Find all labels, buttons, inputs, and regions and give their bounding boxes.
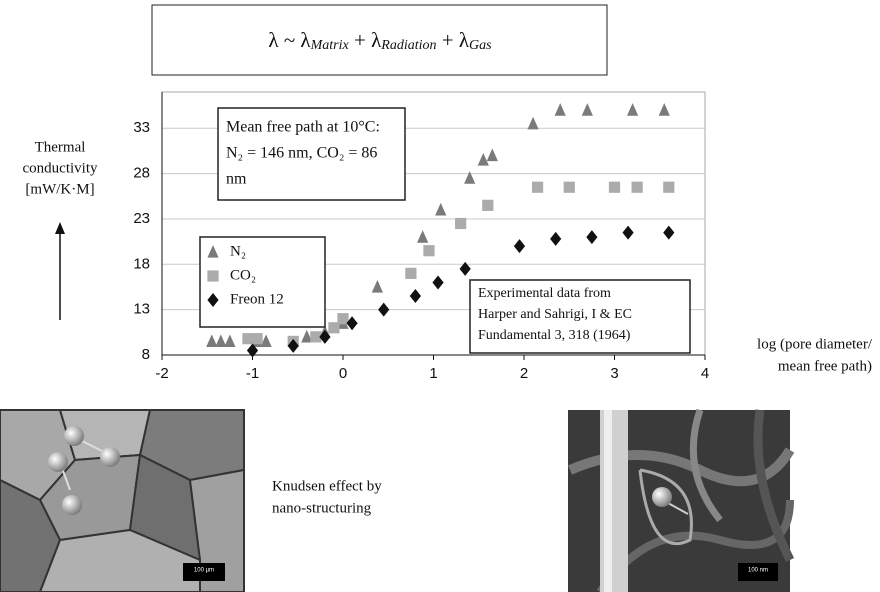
annotation-text: Mean free path at 10°C: <box>226 119 380 136</box>
x-tick-label: 3 <box>610 365 618 382</box>
marker <box>417 230 428 243</box>
x-tick-label: 1 <box>429 365 437 382</box>
figure: λ ~ λMatrix + λRadiation + λGas 100 µm <box>0 0 880 592</box>
annotation-text: Harper and Sahrigi, I & EC <box>478 307 632 322</box>
marker <box>423 245 434 256</box>
marker <box>487 148 498 161</box>
legend-label: N₂ <box>230 243 246 259</box>
caption: Knudsen effect by <box>272 478 382 494</box>
marker <box>663 226 674 240</box>
photo-right: 100 nm <box>568 410 790 592</box>
y-tick-label: 28 <box>133 165 150 182</box>
x-tick-label: -1 <box>246 365 259 382</box>
caption: nano-structuring <box>272 500 372 516</box>
marker <box>514 239 525 253</box>
marker <box>586 230 597 244</box>
formula-part: λ ~ λ <box>268 28 311 52</box>
legend-marker <box>207 270 218 281</box>
formula-part: + λ <box>437 28 470 52</box>
y-axis-label: Thermal <box>35 139 86 155</box>
x-tick-label: 4 <box>701 365 709 382</box>
marker <box>609 182 620 193</box>
x-tick-label: 0 <box>339 365 347 382</box>
annotation-text: N₂ = 146 nm, CO₂ = 86 <box>226 145 377 162</box>
marker <box>627 103 638 116</box>
annotation-text: Experimental data from <box>478 286 611 301</box>
marker <box>659 103 670 116</box>
y-tick-label: 13 <box>133 301 150 318</box>
photo-left: 100 µm <box>0 410 244 592</box>
marker <box>527 117 538 130</box>
marker <box>378 303 389 317</box>
marker <box>464 171 475 184</box>
formula-part: + λ <box>349 28 382 52</box>
marker <box>435 203 446 216</box>
x-axis-label: log (pore diameter/ <box>757 336 873 352</box>
marker <box>582 103 593 116</box>
marker <box>622 226 633 240</box>
marker <box>564 182 575 193</box>
legend-box <box>200 237 325 327</box>
y-tick-label: 18 <box>133 255 150 272</box>
y-tick-label: 8 <box>142 346 150 363</box>
scale-label: 100 µm <box>194 568 214 574</box>
formula-subscript: Matrix <box>310 38 350 53</box>
marker <box>251 333 262 344</box>
x-tick-label: -2 <box>155 365 168 382</box>
formula-subscript: Radiation <box>380 38 436 53</box>
formula-subscript: Gas <box>469 38 492 53</box>
marker <box>410 289 421 303</box>
marker <box>482 200 493 211</box>
marker <box>405 268 416 279</box>
annotation-text: Fundamental 3, 318 (1964) <box>478 328 631 343</box>
marker <box>432 275 443 289</box>
marker <box>632 182 643 193</box>
y-tick-label: 33 <box>133 119 150 136</box>
marker <box>550 232 561 246</box>
marker <box>555 103 566 116</box>
y-arrow-head <box>55 222 65 234</box>
marker <box>372 280 383 293</box>
y-axis-label: conductivity <box>23 160 98 176</box>
y-tick-label: 23 <box>133 210 150 227</box>
marker <box>478 153 489 166</box>
scale-label: 100 nm <box>748 568 768 574</box>
marker <box>224 334 235 347</box>
marker <box>206 334 217 347</box>
y-axis-label: [mW/K·M] <box>25 181 94 197</box>
legend-label: Freon 12 <box>230 291 284 307</box>
legend-label: CO₂ <box>230 267 256 283</box>
x-axis-label: mean free path) <box>778 358 872 374</box>
formula: λ ~ λMatrix + λRadiation + λGas <box>268 28 492 54</box>
marker <box>215 334 226 347</box>
marker <box>337 313 348 324</box>
x-tick-label: 2 <box>520 365 528 382</box>
marker <box>455 218 466 229</box>
marker <box>663 182 674 193</box>
marker <box>532 182 543 193</box>
annotation-text: nm <box>226 171 247 188</box>
